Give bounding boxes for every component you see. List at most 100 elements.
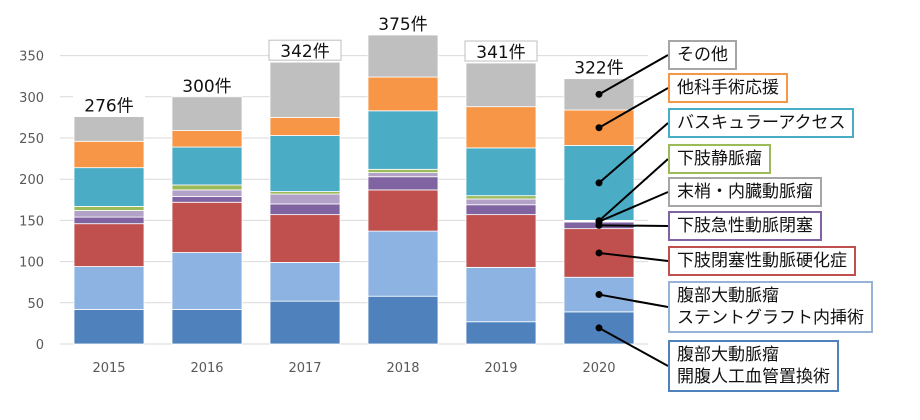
bar-segment xyxy=(367,34,439,78)
bar-segment xyxy=(171,308,243,345)
y-tick-label: 250 xyxy=(19,132,44,147)
leader-line xyxy=(598,251,669,262)
bar-segment xyxy=(73,216,145,225)
bar-segment xyxy=(171,252,243,310)
x-tick-label: 2017 xyxy=(288,361,321,376)
legend-label: 他科手術応援 xyxy=(677,78,779,98)
leader-line xyxy=(598,191,669,223)
bar-segment xyxy=(171,184,243,191)
total-label-bg xyxy=(171,74,243,95)
y-axis-ticks: 0 50 100 150 200 250 300 350 xyxy=(19,50,44,353)
x-tick-label: 2016 xyxy=(190,361,223,376)
legend-entry-evar: 腹部大動脈瘤 ステントグラフト内挿術 xyxy=(668,281,873,333)
total-label: 341件 xyxy=(476,43,525,63)
legend-entry-other: その他 xyxy=(668,40,737,70)
y-tick-label: 350 xyxy=(19,50,44,65)
bar-segment xyxy=(269,135,341,192)
y-tick-label: 300 xyxy=(19,91,44,106)
legend-label: 下肢閉塞性動脈硬化症 xyxy=(677,251,847,271)
leader-line xyxy=(598,122,669,184)
bar-segment xyxy=(367,189,439,232)
x-tick-label: 2019 xyxy=(484,361,517,376)
legend-entry-varicose-veins: 下肢静脈瘤 xyxy=(668,144,771,174)
bar-segment xyxy=(269,117,341,136)
total-label: 300件 xyxy=(182,77,231,97)
leader-dot xyxy=(595,90,603,98)
bar-segment xyxy=(171,189,243,197)
legend-entry-vascular-access: バスキュラーアクセス xyxy=(668,108,855,138)
x-axis-ticks: 2015 2016 2017 2018 2019 2020 xyxy=(92,361,615,376)
legend-label: バスキュラーアクセス xyxy=(677,113,846,133)
legend-entry-support-surgery: 他科手術応援 xyxy=(668,73,788,103)
legend-entry-open-repair: 腹部大動脈瘤 開腹人工血管置換術 xyxy=(668,340,839,392)
legend-label: 腹部大動脈瘤 開腹人工血管置換術 xyxy=(677,345,830,387)
bar-segment xyxy=(269,300,341,345)
total-label: 375件 xyxy=(378,15,427,35)
x-tick-label: 2015 xyxy=(92,361,125,376)
x-tick-label: 2018 xyxy=(386,361,419,376)
bar-segment xyxy=(171,96,243,131)
gridlines xyxy=(60,55,648,345)
legend-label: 下肢急性動脈閉塞 xyxy=(677,216,813,236)
bar-segment xyxy=(367,295,439,345)
legend-entry-acute-occlusion: 下肢急性動脈閉塞 xyxy=(668,211,822,241)
leader-line xyxy=(598,54,669,96)
bar-segment xyxy=(465,62,537,108)
x-tick-label: 2020 xyxy=(582,361,615,376)
bar-segment xyxy=(367,230,439,297)
legend-label: その他 xyxy=(677,45,728,65)
bar-segment xyxy=(269,262,341,302)
bar-segment xyxy=(269,61,341,118)
bar-segment xyxy=(465,266,537,323)
total-label-bg xyxy=(268,39,342,61)
legend-label: 末梢・内臓動脈瘤 xyxy=(677,182,813,202)
bar-segment xyxy=(269,203,341,216)
bar-segment xyxy=(367,168,439,174)
legend-label: 腹部大動脈瘤 ステントグラフト内挿術 xyxy=(677,286,864,328)
leader-dot xyxy=(595,249,603,257)
legend-entry-peripheral-aneurysm: 末梢・内臓動脈瘤 xyxy=(668,177,822,207)
leader-dot xyxy=(595,324,603,332)
bar-segment xyxy=(465,198,537,206)
bar-segment xyxy=(367,176,439,191)
leader-line xyxy=(598,158,669,222)
leader-line xyxy=(598,293,669,308)
y-tick-label: 0 xyxy=(36,338,44,353)
bar-segment xyxy=(465,195,537,200)
total-label-bg xyxy=(367,13,439,33)
bar-segment xyxy=(171,201,243,253)
leader-dot xyxy=(595,291,603,299)
y-tick-label: 150 xyxy=(19,214,44,229)
bar-segment xyxy=(73,223,145,267)
legend-leader-lines xyxy=(595,54,669,367)
leader-dot xyxy=(595,124,603,132)
bar-segment xyxy=(465,321,537,345)
bar-segment xyxy=(73,205,145,211)
bar-segment xyxy=(367,110,439,170)
bar-segment xyxy=(73,308,145,345)
leader-dot xyxy=(595,217,603,225)
legend-entry-aso: 下肢閉塞性動脈硬化症 xyxy=(668,246,856,276)
leader-line xyxy=(598,327,669,367)
bar-segment xyxy=(73,266,145,310)
bar-segment xyxy=(465,147,537,197)
leader-dot xyxy=(595,179,603,187)
bar-segment xyxy=(367,172,439,178)
bar-segment xyxy=(465,106,537,149)
bar-segment xyxy=(465,204,537,216)
bar-segment xyxy=(269,214,341,263)
total-label-bg xyxy=(464,40,538,62)
total-label: 276件 xyxy=(84,97,133,117)
bar-segment xyxy=(465,214,537,268)
total-label-bg xyxy=(73,94,145,115)
bar-segment xyxy=(73,140,145,169)
y-tick-label: 100 xyxy=(19,256,44,271)
bar-segment xyxy=(367,76,439,112)
bar-segment xyxy=(171,196,243,203)
y-tick-label: 200 xyxy=(19,173,44,188)
total-labels: 276件 300件 342件 375件 341件 322件 xyxy=(73,13,635,117)
bars xyxy=(73,34,635,345)
leader-line xyxy=(598,224,669,227)
bar-segment xyxy=(171,130,243,148)
